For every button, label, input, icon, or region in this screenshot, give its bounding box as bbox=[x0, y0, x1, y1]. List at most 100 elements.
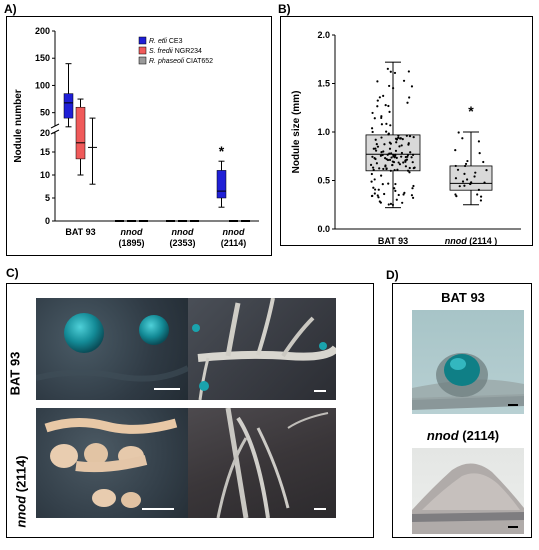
panel-d-label-nnod: nnod (2114) bbox=[403, 428, 523, 443]
data-point bbox=[371, 166, 375, 169]
data-point bbox=[371, 130, 374, 134]
data-point bbox=[384, 157, 387, 160]
data-point bbox=[387, 133, 390, 136]
data-point bbox=[376, 99, 379, 102]
stained-nodule-illustration bbox=[412, 353, 524, 410]
data-point bbox=[376, 80, 379, 83]
data-point bbox=[373, 188, 377, 191]
data-point bbox=[397, 161, 400, 164]
data-point bbox=[381, 182, 384, 186]
data-point bbox=[394, 149, 398, 152]
data-point bbox=[387, 203, 390, 206]
nnod-number: (2114) bbox=[458, 428, 500, 443]
data-point bbox=[388, 84, 391, 88]
photo-d-bat93 bbox=[412, 310, 524, 414]
data-point bbox=[466, 178, 469, 181]
data-point bbox=[474, 171, 477, 174]
data-point bbox=[385, 167, 388, 171]
data-point bbox=[464, 162, 468, 166]
legend-entry: S. fredii NGR234 bbox=[149, 48, 202, 55]
data-point bbox=[369, 163, 373, 166]
data-point bbox=[371, 194, 374, 197]
data-point bbox=[377, 188, 380, 191]
scale-bar bbox=[314, 508, 326, 510]
data-point bbox=[479, 199, 483, 202]
data-point bbox=[370, 172, 373, 176]
data-point bbox=[400, 144, 403, 147]
data-point bbox=[411, 153, 415, 156]
photo-d-nnod bbox=[412, 448, 524, 534]
data-point bbox=[388, 110, 391, 113]
data-point bbox=[408, 134, 412, 138]
x-tick-label-line: nnod bbox=[172, 227, 194, 237]
data-point bbox=[382, 94, 385, 97]
data-point bbox=[377, 196, 380, 199]
data-point bbox=[394, 182, 397, 186]
nnod-italic: nnod bbox=[13, 495, 29, 528]
data-point bbox=[380, 174, 383, 177]
data-point bbox=[378, 200, 381, 203]
panel-c-frame: BAT 93 nnod (2114) bbox=[6, 283, 374, 538]
data-point bbox=[391, 87, 395, 90]
y-tick-label: 1.5 bbox=[317, 79, 330, 89]
photo-bat93-roots bbox=[188, 298, 336, 400]
data-point bbox=[395, 156, 398, 159]
data-point bbox=[410, 194, 414, 197]
panel-letter-d: D) bbox=[386, 268, 399, 282]
scale-bar bbox=[314, 390, 326, 392]
data-point bbox=[455, 194, 458, 198]
scale-bar bbox=[154, 388, 180, 390]
data-point bbox=[391, 203, 395, 206]
significance-star: * bbox=[219, 143, 225, 159]
y-tick-label: 100 bbox=[35, 80, 50, 90]
y-tick-label: 200 bbox=[35, 26, 50, 36]
y-tick-label: 20 bbox=[40, 128, 50, 138]
data-point bbox=[402, 161, 405, 164]
root-illustration bbox=[192, 298, 336, 400]
data-point bbox=[454, 177, 458, 180]
data-point bbox=[463, 184, 466, 187]
nodule-size-chart: Nodule size (mm) 0.0 0.5 1.0 1.5 2.0 BAT 93 nno… bbox=[291, 30, 521, 246]
data-point bbox=[389, 70, 392, 73]
x-tick-label: BAT 93 bbox=[65, 227, 95, 237]
data-point bbox=[410, 156, 413, 159]
x-tick-label: BAT 93 bbox=[378, 236, 408, 246]
data-point bbox=[373, 117, 376, 120]
x-tick-label-text: nnod (2114 ) bbox=[445, 236, 498, 245]
photo-bat93-nodules bbox=[36, 298, 188, 400]
data-point bbox=[394, 189, 397, 192]
panel-a-frame: Nodule number 0 5 10 15 20 50 100 150 200 BAT 93 nn… bbox=[6, 16, 272, 256]
data-point bbox=[397, 136, 400, 139]
x-tick-label-part: nnod bbox=[445, 236, 467, 245]
data-point bbox=[406, 153, 409, 157]
data-point bbox=[390, 152, 393, 155]
data-point bbox=[482, 160, 485, 164]
y-tick-label: 5 bbox=[45, 193, 50, 203]
data-point bbox=[372, 168, 375, 171]
data-point bbox=[483, 181, 486, 184]
y-tick-label: 1.0 bbox=[317, 127, 330, 137]
x-tick-label: nnod (2114 ) bbox=[445, 236, 498, 246]
data-point bbox=[394, 137, 398, 140]
root-illustration bbox=[216, 408, 329, 518]
data-point bbox=[378, 167, 381, 170]
data-point bbox=[473, 175, 476, 178]
data-point bbox=[454, 193, 457, 196]
x-tick-label-text: BAT 93 bbox=[378, 236, 408, 245]
panel-b-frame: Nodule size (mm) 0.0 0.5 1.0 1.5 2.0 BAT 93 nno… bbox=[280, 16, 533, 246]
data-point bbox=[402, 79, 406, 82]
data-point bbox=[375, 143, 378, 146]
data-point bbox=[404, 165, 408, 168]
data-point bbox=[409, 151, 412, 154]
blue-nodule-large bbox=[64, 313, 104, 353]
data-point bbox=[389, 169, 392, 172]
data-point bbox=[393, 168, 396, 172]
blue-nodule-small bbox=[139, 315, 169, 345]
legend-swatch bbox=[138, 56, 147, 65]
data-point bbox=[386, 153, 389, 156]
data-point bbox=[380, 136, 383, 139]
data-point bbox=[405, 158, 409, 161]
legend-species: R. etli bbox=[149, 38, 169, 45]
x-tick-label-line: (1895) bbox=[118, 238, 144, 248]
data-point bbox=[396, 168, 399, 171]
